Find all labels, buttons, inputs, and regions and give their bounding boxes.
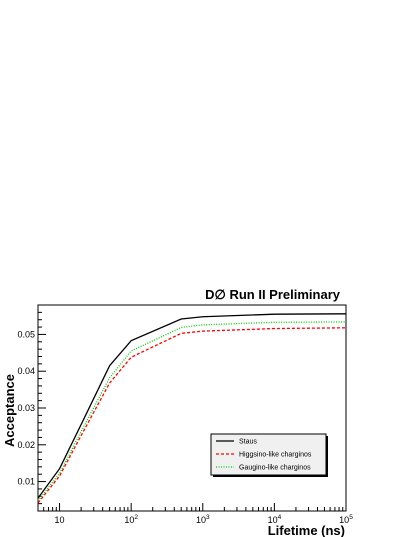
legend-label: Higgsino-like charginos bbox=[239, 452, 312, 459]
legend-label: Staus bbox=[239, 439, 257, 446]
legend: Staus Higgsino-like charginos Gaugino-like… bbox=[210, 433, 328, 477]
y-tick-label: 0.01 bbox=[17, 477, 35, 487]
y-tick-label: 0.05 bbox=[17, 329, 35, 339]
x-tick-label: 105 bbox=[339, 514, 353, 525]
legend-label: Gaugino-like charginos bbox=[239, 465, 311, 472]
x-axis-title: Lifetime (ns) bbox=[268, 523, 345, 537]
series-line-1 bbox=[37, 313, 347, 499]
chart-title: D∅ Run II Preliminary bbox=[205, 287, 341, 302]
x-tick-label: 103 bbox=[196, 514, 210, 525]
y-axis-title: Acceptance bbox=[2, 374, 17, 447]
series-line-3 bbox=[37, 321, 347, 502]
x-tick-label: 102 bbox=[124, 514, 138, 525]
y-tick-label: 0.03 bbox=[17, 403, 35, 413]
x-tick-label: 10 bbox=[55, 515, 65, 525]
x-tick-label: 104 bbox=[268, 514, 282, 525]
y-tick-label: 0.02 bbox=[17, 440, 35, 450]
y-tick-label: 0.04 bbox=[17, 366, 35, 376]
plot-frame bbox=[37, 304, 347, 512]
